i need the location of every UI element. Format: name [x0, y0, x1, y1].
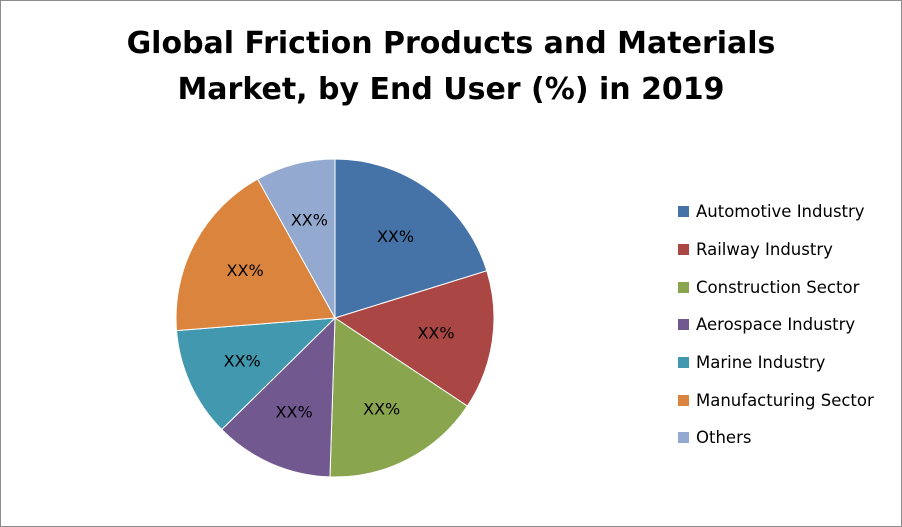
- legend-label-automotive-industry: Automotive Industry: [696, 202, 865, 222]
- legend-label-manufacturing-sector: Manufacturing Sector: [696, 390, 874, 410]
- chart-title: Global Friction Products and Materials M…: [1, 21, 901, 113]
- legend-swatch-marine-industry: [678, 357, 689, 369]
- pie-slice-railway-industry: [333, 270, 495, 407]
- legend-item-construction-sector: Construction Sector: [678, 268, 874, 306]
- legend-label-construction-sector: Construction Sector: [696, 277, 860, 297]
- legend-swatch-others: [678, 432, 689, 444]
- pie-slice-manufacturing-sector: [175, 178, 336, 332]
- legend-swatch-automotive-industry: [678, 206, 689, 218]
- chart-title-line-2: Market, by End User (%) in 2019: [177, 72, 725, 107]
- legend-swatch-aerospace-industry: [678, 319, 689, 331]
- data-label-others: XX%: [291, 210, 328, 229]
- legend-item-aerospace-industry: Aerospace Industry: [678, 306, 874, 344]
- data-label-railway-industry: XX%: [417, 324, 454, 343]
- data-label-aerospace-industry: XX%: [276, 402, 313, 421]
- data-label-automotive-industry: XX%: [377, 227, 414, 246]
- legend-label-others: Others: [696, 428, 752, 448]
- legend-swatch-construction-sector: [678, 281, 689, 293]
- legend-item-railway-industry: Railway Industry: [678, 231, 874, 269]
- legend-swatch-manufacturing-sector: [678, 394, 689, 406]
- legend-item-manufacturing-sector: Manufacturing Sector: [678, 381, 874, 419]
- pie-slice-marine-industry: [175, 317, 337, 431]
- pie-slice-others: [257, 158, 336, 320]
- legend-swatch-railway-industry: [678, 244, 689, 256]
- chart-title-line-1: Global Friction Products and Materials: [126, 26, 776, 61]
- legend-item-automotive-industry: Automotive Industry: [678, 193, 874, 231]
- pie-slice-automotive-industry: [334, 158, 488, 319]
- data-label-marine-industry: XX%: [224, 351, 261, 370]
- chart-legend: Automotive Industry Railway Industry Const…: [678, 193, 874, 457]
- legend-label-railway-industry: Railway Industry: [696, 240, 833, 260]
- pie-slice-construction-sector: [329, 317, 469, 478]
- legend-item-marine-industry: Marine Industry: [678, 344, 874, 382]
- pie-slice-aerospace-industry: [220, 316, 336, 478]
- data-label-construction-sector: XX%: [363, 400, 400, 419]
- legend-label-aerospace-industry: Aerospace Industry: [696, 315, 856, 335]
- legend-item-others: Others: [678, 419, 874, 457]
- data-label-manufacturing-sector: XX%: [227, 261, 264, 280]
- legend-label-marine-industry: Marine Industry: [696, 353, 826, 373]
